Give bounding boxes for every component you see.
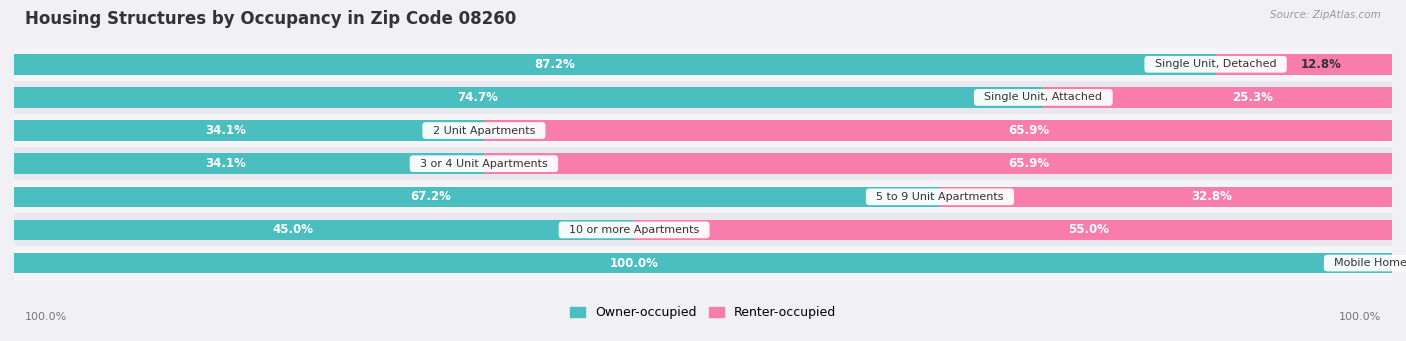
Text: 65.9%: 65.9%: [1008, 157, 1049, 170]
Bar: [1216, 54, 1392, 75]
Text: 45.0%: 45.0%: [273, 223, 314, 236]
Bar: [14, 187, 941, 207]
Text: 74.7%: 74.7%: [457, 91, 498, 104]
Text: Source: ZipAtlas.com: Source: ZipAtlas.com: [1270, 10, 1381, 20]
Text: 12.8%: 12.8%: [1301, 58, 1341, 71]
Text: Mobile Home / Other: Mobile Home / Other: [1327, 258, 1406, 268]
Bar: [14, 213, 1392, 247]
Bar: [14, 247, 1392, 280]
Bar: [634, 220, 1392, 240]
Bar: [14, 180, 1392, 213]
Bar: [14, 147, 1392, 180]
Bar: [14, 87, 1043, 108]
Text: 34.1%: 34.1%: [205, 157, 246, 170]
Text: 87.2%: 87.2%: [534, 58, 575, 71]
Text: 55.0%: 55.0%: [1069, 223, 1109, 236]
Bar: [14, 120, 484, 141]
Bar: [14, 54, 1216, 75]
Bar: [14, 220, 634, 240]
Text: 32.8%: 32.8%: [1191, 190, 1232, 203]
Text: 65.9%: 65.9%: [1008, 124, 1049, 137]
Bar: [1043, 87, 1392, 108]
Text: 34.1%: 34.1%: [205, 124, 246, 137]
Legend: Owner-occupied, Renter-occupied: Owner-occupied, Renter-occupied: [565, 301, 841, 324]
Text: 10 or more Apartments: 10 or more Apartments: [562, 225, 706, 235]
Bar: [14, 153, 484, 174]
Bar: [941, 187, 1392, 207]
Text: Housing Structures by Occupancy in Zip Code 08260: Housing Structures by Occupancy in Zip C…: [25, 10, 516, 28]
Text: 5 to 9 Unit Apartments: 5 to 9 Unit Apartments: [869, 192, 1011, 202]
Text: 2 Unit Apartments: 2 Unit Apartments: [426, 125, 543, 136]
Text: 25.3%: 25.3%: [1232, 91, 1272, 104]
Text: 100.0%: 100.0%: [610, 256, 658, 269]
Bar: [14, 114, 1392, 147]
Text: 100.0%: 100.0%: [25, 312, 67, 322]
Bar: [14, 81, 1392, 114]
Bar: [14, 48, 1392, 81]
Text: 67.2%: 67.2%: [411, 190, 451, 203]
Text: 100.0%: 100.0%: [1339, 312, 1381, 322]
Text: Single Unit, Detached: Single Unit, Detached: [1147, 59, 1284, 69]
Text: Single Unit, Attached: Single Unit, Attached: [977, 92, 1109, 102]
Bar: [484, 153, 1392, 174]
Bar: [484, 120, 1392, 141]
Text: 3 or 4 Unit Apartments: 3 or 4 Unit Apartments: [413, 159, 555, 169]
Bar: [14, 253, 1392, 273]
